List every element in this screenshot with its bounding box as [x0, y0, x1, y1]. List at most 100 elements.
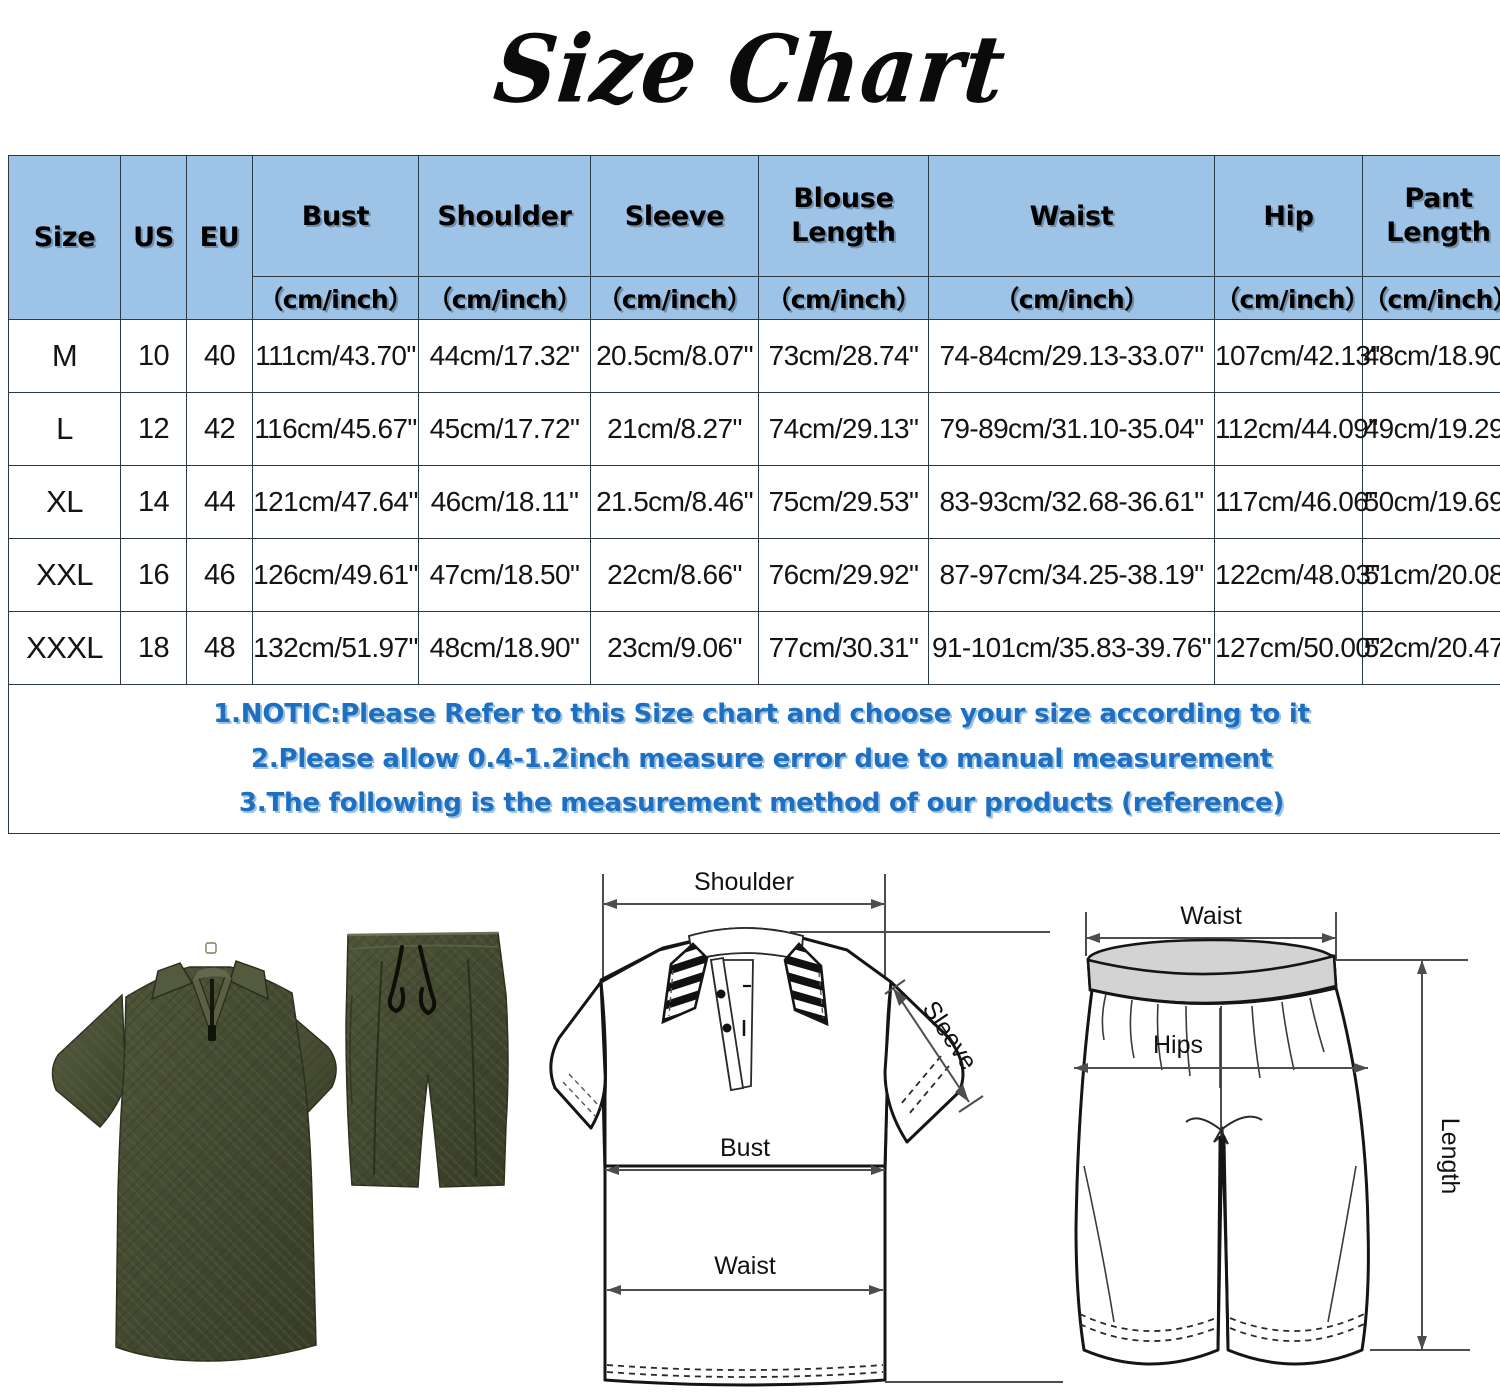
cell-pant-length: 49cm/19.29"	[1362, 392, 1500, 466]
waist-dimension: Waist	[607, 1252, 883, 1295]
cell-us: 18	[120, 611, 187, 685]
cell-waist: 79-89cm/31.10-35.04"	[928, 392, 1215, 466]
shorts-waist-dimension-label: Waist	[1180, 902, 1242, 930]
bust-dimension-label: Bust	[720, 1134, 770, 1162]
col-header-shoulder: Shoulder	[418, 155, 591, 277]
cell-sleeve: 21.5cm/8.46"	[590, 465, 759, 539]
cell-us: 14	[120, 465, 187, 539]
cell-bust: 126cm/49.61"	[252, 538, 419, 612]
table-row: XXL 16 46 126cm/49.61" 47cm/18.50" 22cm/…	[8, 538, 1500, 612]
cell-size: XXL	[8, 538, 121, 612]
cell-shoulder: 44cm/17.32"	[418, 319, 591, 393]
cell-eu: 44	[186, 465, 253, 539]
shorts-length-dimension: Length	[1370, 960, 1470, 1351]
table-header: Size US EU Bust Shoulder Sleeve Blouse L…	[8, 155, 1500, 320]
cell-us: 12	[120, 392, 187, 466]
cell-sleeve: 20.5cm/8.07"	[590, 319, 759, 393]
table-row: M 10 40 111cm/43.70" 44cm/17.32" 20.5cm/…	[8, 319, 1500, 393]
col-unit-pant-length: （cm/inch）	[1362, 276, 1500, 320]
cell-eu: 48	[186, 611, 253, 685]
col-header-us: US	[120, 155, 187, 320]
cell-shoulder: 45cm/17.72"	[418, 392, 591, 466]
cell-hip: 112cm/44.09"	[1214, 392, 1378, 466]
col-header-waist: Waist	[928, 155, 1215, 277]
notice-line-3: 3.The following is the measurement metho…	[238, 788, 1285, 819]
shoulder-dimension: Shoulder	[602, 868, 886, 986]
cell-blouse-length: 77cm/30.31"	[758, 611, 929, 685]
table-row: XL 14 44 121cm/47.64" 46cm/18.11" 21.5cm…	[8, 465, 1500, 539]
col-header-hip: Hip	[1214, 155, 1363, 277]
cell-pant-length: 50cm/19.69"	[1362, 465, 1500, 539]
cell-hip: 122cm/48.03"	[1214, 538, 1380, 612]
col-header-sleeve: Sleeve	[590, 155, 759, 277]
waist-dimension-label: Waist	[714, 1252, 776, 1280]
notice-line-1: 1.NOTIC:Please Refer to this Size chart …	[213, 698, 1310, 729]
shorts-measurement-diagram: Waist	[1070, 898, 1500, 1398]
col-header-blouse-length: Blouse Length	[758, 155, 929, 277]
notice-block: 1.NOTIC:Please Refer to this Size chart …	[8, 684, 1500, 834]
col-unit-shoulder: （cm/inch）	[418, 276, 591, 320]
cell-blouse-length: 75cm/29.53"	[758, 465, 929, 539]
col-header-eu: EU	[186, 155, 253, 320]
cell-bust: 132cm/51.97"	[252, 611, 419, 685]
cell-size: L	[8, 392, 121, 466]
cell-size: XL	[8, 465, 121, 539]
col-unit-bust: （cm/inch）	[252, 276, 419, 320]
col-header-blouse-length-line1: Blouse	[793, 183, 894, 215]
col-header-bust: Bust	[252, 155, 419, 277]
col-unit-waist: （cm/inch）	[928, 276, 1215, 320]
col-header-blouse-length-line2: Length	[791, 217, 896, 248]
cell-size: XXXL	[8, 611, 121, 685]
cell-waist: 91-101cm/35.83-39.76"	[928, 611, 1215, 685]
cell-eu: 40	[186, 319, 253, 393]
cell-hip: 117cm/46.06"	[1214, 465, 1378, 539]
size-chart-table: Size US EU Bust Shoulder Sleeve Blouse L…	[8, 155, 1500, 834]
cell-bust: 116cm/45.67"	[252, 392, 419, 466]
cell-blouse-length: 76cm/29.92"	[758, 538, 929, 612]
col-header-pant-length-line1: Pant	[1404, 183, 1473, 215]
shorts-length-dimension-label: Length	[1436, 1118, 1464, 1194]
shorts-waist-dimension: Waist	[1085, 902, 1337, 960]
shorts-gathers	[1101, 993, 1325, 1088]
cell-waist: 74-84cm/29.13-33.07"	[928, 319, 1215, 393]
col-unit-blouse-length: （cm/inch）	[758, 276, 929, 320]
col-header-size: Size	[8, 155, 121, 320]
cell-waist: 83-93cm/32.68-36.61"	[928, 465, 1215, 539]
polo-measurement-diagram: Shoulder	[545, 860, 1065, 1398]
cell-hip: 127cm/50.00"	[1214, 611, 1380, 685]
cell-pant-length: 52cm/20.47"	[1362, 611, 1500, 685]
shorts-hips-dimension: Hips	[1074, 1031, 1368, 1073]
product-polo-shirt	[51, 942, 337, 1362]
illustration-band: Shoulder	[0, 860, 1500, 1398]
notice-row: 1.NOTIC:Please Refer to this Size chart …	[8, 684, 1500, 834]
cell-us: 10	[120, 319, 187, 393]
table-row: XXXL 18 48 132cm/51.97" 48cm/18.90" 23cm…	[8, 611, 1500, 685]
shorts-drawstring	[1185, 1115, 1263, 1145]
cell-shoulder: 48cm/18.90"	[418, 611, 591, 685]
cell-eu: 42	[186, 392, 253, 466]
product-shorts	[345, 931, 509, 1188]
cell-size: M	[8, 319, 121, 393]
cell-us: 16	[120, 538, 187, 612]
cell-hip: 107cm/42.13"	[1214, 319, 1380, 393]
product-photo	[30, 875, 540, 1395]
page-title-container: Size Chart	[0, 0, 1500, 140]
col-header-pant-length: Pant Length	[1362, 155, 1500, 277]
table-row: L 12 42 116cm/45.67" 45cm/17.72" 21cm/8.…	[8, 392, 1500, 466]
size-chart-table-container: Size US EU Bust Shoulder Sleeve Blouse L…	[8, 155, 1500, 834]
cell-shoulder: 47cm/18.50"	[418, 538, 591, 612]
cell-pant-length: 48cm/18.90"	[1362, 319, 1500, 393]
header-row-labels: Size US EU Bust Shoulder Sleeve Blouse L…	[8, 155, 1500, 320]
cell-eu: 46	[186, 538, 253, 612]
cell-shoulder: 46cm/18.11"	[418, 465, 591, 539]
cell-blouse-length: 73cm/28.74"	[758, 319, 929, 393]
page-title: Size Chart	[489, 14, 1011, 124]
cell-bust: 111cm/43.70"	[252, 319, 419, 393]
bust-dimension: Bust	[605, 1134, 885, 1175]
shorts-waistband	[1086, 938, 1338, 1005]
table-body: M 10 40 111cm/43.70" 44cm/17.32" 20.5cm/…	[8, 319, 1500, 834]
notice-line-2: 2.Please allow 0.4-1.2inch measure error…	[250, 743, 1273, 774]
cell-sleeve: 23cm/9.06"	[590, 611, 759, 685]
cell-sleeve: 21cm/8.27"	[590, 392, 759, 466]
shoulder-dimension-label: Shoulder	[694, 868, 794, 896]
